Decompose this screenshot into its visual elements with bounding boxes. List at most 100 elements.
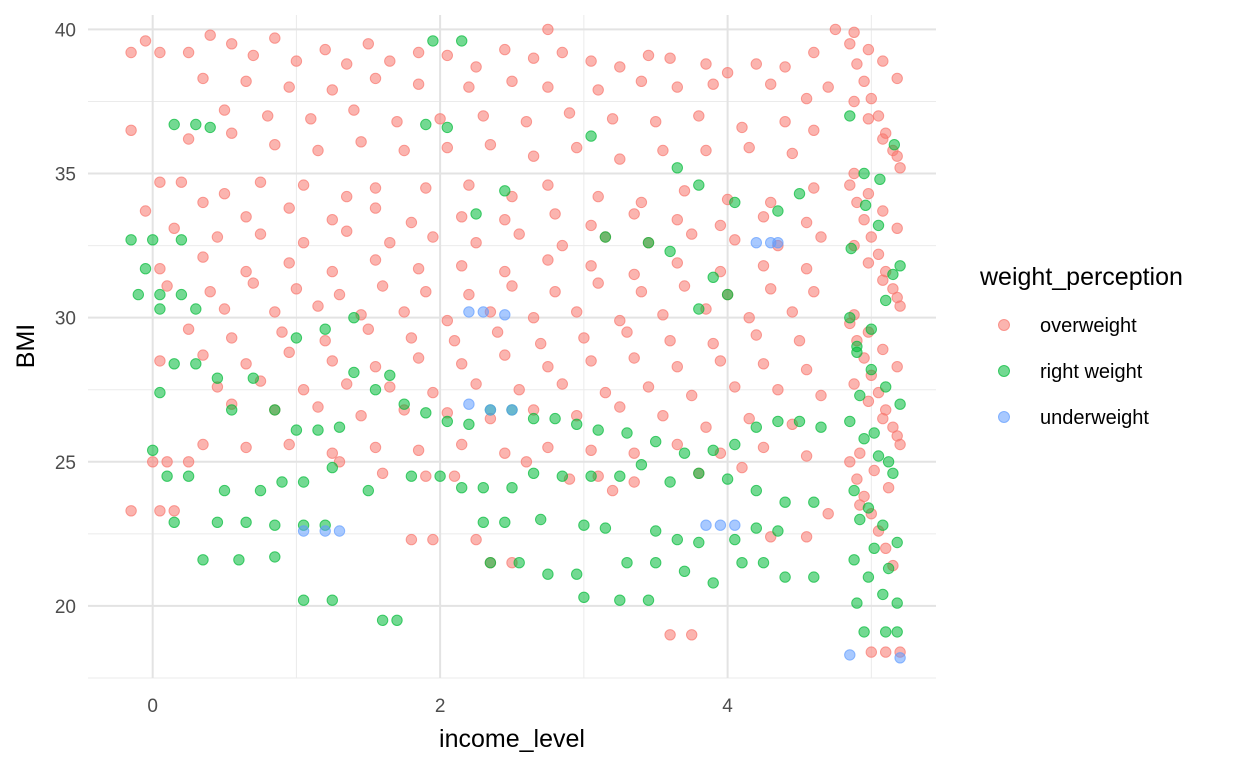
- data-point: [370, 255, 380, 265]
- data-point: [579, 592, 589, 602]
- data-point: [895, 261, 905, 271]
- data-point: [155, 387, 165, 397]
- data-point: [385, 56, 395, 66]
- data-point: [155, 506, 165, 516]
- data-point: [442, 142, 452, 152]
- data-point: [557, 240, 567, 250]
- data-point: [342, 191, 352, 201]
- data-point: [744, 413, 754, 423]
- data-point: [241, 212, 251, 222]
- data-point: [442, 50, 452, 60]
- y-tick-label: 25: [55, 453, 76, 474]
- data-point: [500, 448, 510, 458]
- data-point: [852, 474, 862, 484]
- data-point: [629, 448, 639, 458]
- data-point: [457, 36, 467, 46]
- data-point: [198, 555, 208, 565]
- data-point: [845, 457, 855, 467]
- data-point: [471, 209, 481, 219]
- data-point: [126, 125, 136, 135]
- data-point: [399, 399, 409, 409]
- data-point: [794, 416, 804, 426]
- data-point: [370, 385, 380, 395]
- data-point: [507, 483, 517, 493]
- data-point: [600, 232, 610, 242]
- data-point: [521, 117, 531, 127]
- data-point: [694, 111, 704, 121]
- data-point: [234, 555, 244, 565]
- data-point: [457, 212, 467, 222]
- data-point: [169, 506, 179, 516]
- data-point: [327, 448, 337, 458]
- data-point: [859, 627, 869, 637]
- data-point: [140, 206, 150, 216]
- data-point: [428, 232, 438, 242]
- data-point: [878, 206, 888, 216]
- data-point: [248, 373, 258, 383]
- data-point: [672, 215, 682, 225]
- data-point: [342, 379, 352, 389]
- data-point: [183, 134, 193, 144]
- data-point: [878, 520, 888, 530]
- data-point: [263, 111, 273, 121]
- data-point: [385, 238, 395, 248]
- series-underweight: [298, 238, 905, 664]
- data-point: [457, 439, 467, 449]
- data-point: [183, 47, 193, 57]
- data-point: [298, 526, 308, 536]
- data-point: [892, 598, 902, 608]
- data-point: [205, 122, 215, 132]
- data-point: [600, 387, 610, 397]
- data-point: [878, 134, 888, 144]
- data-point: [679, 566, 689, 576]
- data-point: [536, 514, 546, 524]
- data-point: [672, 258, 682, 268]
- data-point: [579, 333, 589, 343]
- data-point: [471, 534, 481, 544]
- data-point: [284, 439, 294, 449]
- data-point: [241, 359, 251, 369]
- data-point: [883, 457, 893, 467]
- data-point: [377, 281, 387, 291]
- data-point: [464, 419, 474, 429]
- data-point: [801, 93, 811, 103]
- data-point: [471, 379, 481, 389]
- data-point: [845, 416, 855, 426]
- data-point: [528, 313, 538, 323]
- data-point: [478, 307, 488, 317]
- data-point: [327, 85, 337, 95]
- data-point: [528, 53, 538, 63]
- data-point: [849, 555, 859, 565]
- data-point: [758, 442, 768, 452]
- data-point: [855, 390, 865, 400]
- data-point: [593, 191, 603, 201]
- data-point: [557, 379, 567, 389]
- data-point: [277, 477, 287, 487]
- data-point: [636, 460, 646, 470]
- data-point: [878, 275, 888, 285]
- data-point: [751, 485, 761, 495]
- data-point: [665, 336, 675, 346]
- data-point: [148, 235, 158, 245]
- data-point: [701, 422, 711, 432]
- data-point: [883, 563, 893, 573]
- data-point: [579, 520, 589, 530]
- data-point: [866, 232, 876, 242]
- data-point: [751, 330, 761, 340]
- data-point: [270, 405, 280, 415]
- data-point: [528, 468, 538, 478]
- data-point: [892, 537, 902, 547]
- data-point: [385, 370, 395, 380]
- data-point: [866, 647, 876, 657]
- data-point: [859, 215, 869, 225]
- data-point: [291, 425, 301, 435]
- data-point: [478, 483, 488, 493]
- data-point: [801, 217, 811, 227]
- data-point: [313, 145, 323, 155]
- data-point: [730, 439, 740, 449]
- data-point: [557, 47, 567, 57]
- data-point: [291, 284, 301, 294]
- data-point: [212, 517, 222, 527]
- data-point: [586, 131, 596, 141]
